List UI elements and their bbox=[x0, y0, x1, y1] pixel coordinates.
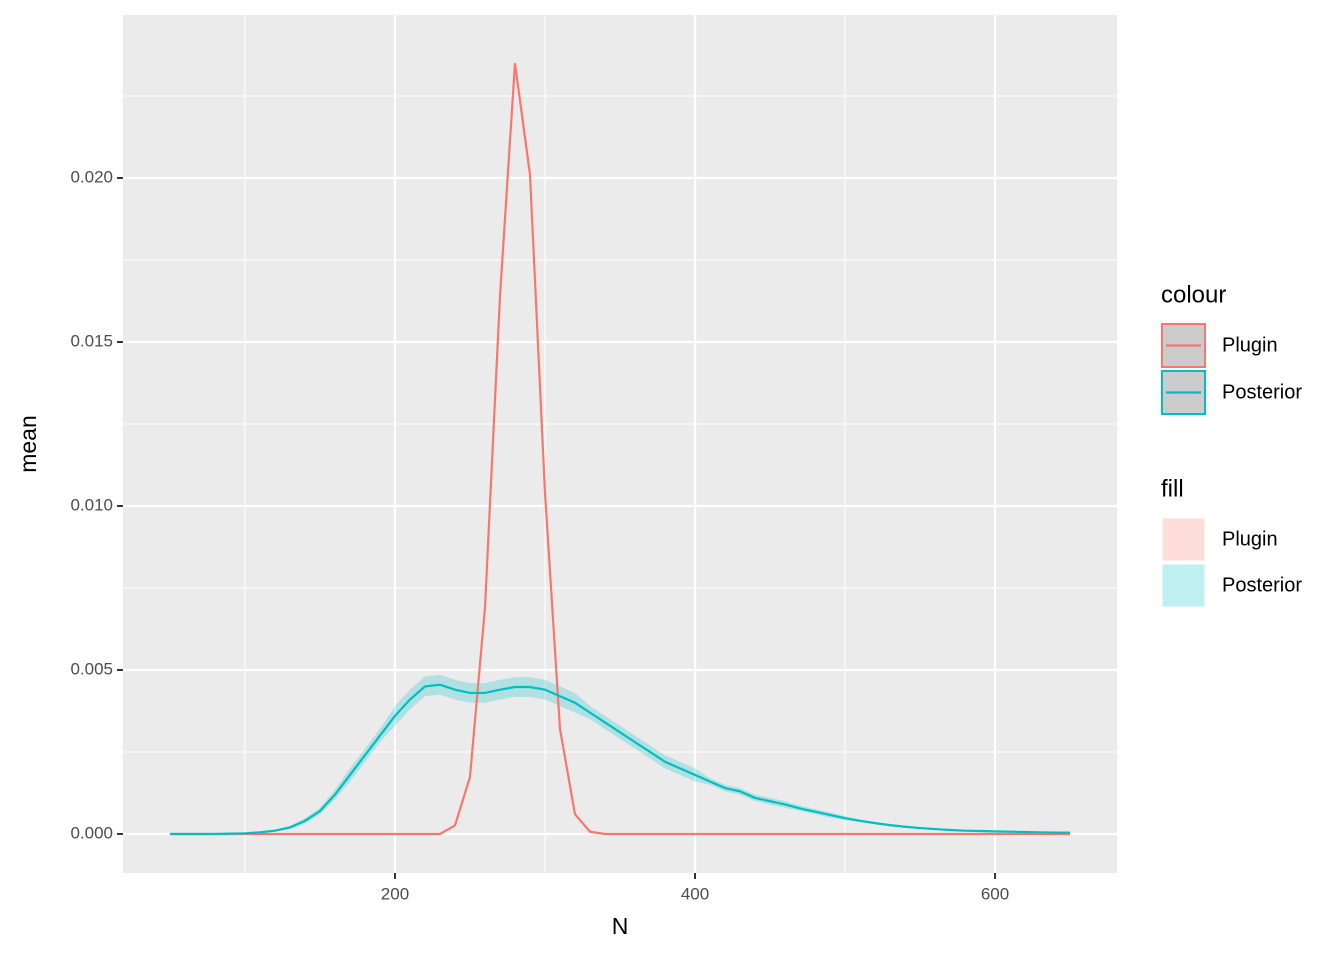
y-tick-label: 0.000 bbox=[70, 823, 113, 842]
legend-label: Posterior bbox=[1222, 381, 1302, 403]
legend-key bbox=[1161, 517, 1206, 562]
x-tick-label: 600 bbox=[981, 884, 1009, 903]
y-tick-label: 0.020 bbox=[70, 167, 113, 186]
y-tick-label: 0.015 bbox=[70, 331, 113, 350]
line bbox=[169, 63, 1071, 836]
legend-title: colour bbox=[1161, 281, 1226, 308]
panel bbox=[123, 15, 1117, 873]
x-axis-title: N bbox=[612, 913, 629, 939]
line bbox=[169, 683, 1071, 836]
legend-label: Posterior bbox=[1222, 574, 1302, 596]
y-axis-title: mean bbox=[15, 415, 41, 473]
legend-label: Plugin bbox=[1222, 334, 1278, 356]
y-tick-label: 0.005 bbox=[70, 659, 113, 678]
legend-key bbox=[1161, 563, 1206, 608]
x-tick-label: 400 bbox=[681, 884, 709, 903]
legend-label: Plugin bbox=[1222, 528, 1278, 550]
legend-title: fill bbox=[1161, 475, 1184, 502]
x-tick-label: 200 bbox=[381, 884, 409, 903]
y-tick-label: 0.010 bbox=[70, 495, 113, 514]
